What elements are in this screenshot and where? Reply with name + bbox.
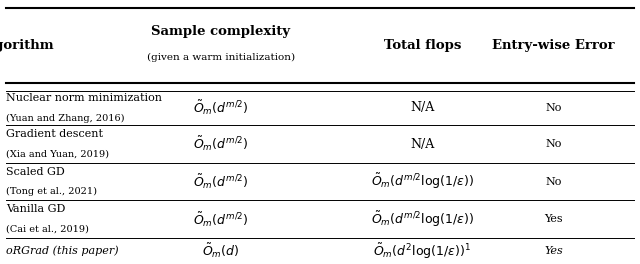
Text: oRGrad (this paper): oRGrad (this paper) [6, 246, 119, 256]
Text: Yes: Yes [544, 214, 563, 224]
Text: (Cai et al., 2019): (Cai et al., 2019) [6, 225, 89, 234]
Text: $\tilde{O}_m(d^{m/2})$: $\tilde{O}_m(d^{m/2})$ [193, 135, 248, 153]
Text: Nuclear norm minimization: Nuclear norm minimization [6, 93, 163, 103]
Text: $\tilde{O}_m(d^{m/2})$: $\tilde{O}_m(d^{m/2})$ [193, 99, 248, 117]
Text: $\tilde{O}_m(d)$: $\tilde{O}_m(d)$ [202, 242, 239, 260]
Text: $\tilde{O}_m(d^{m/2}\log(1/\epsilon))$: $\tilde{O}_m(d^{m/2}\log(1/\epsilon))$ [371, 172, 474, 191]
Text: No: No [545, 103, 562, 113]
Text: $\tilde{O}_m(d^{m/2})$: $\tilde{O}_m(d^{m/2})$ [193, 172, 248, 191]
Text: $\tilde{O}_m(d^{2}\log(1/\epsilon))^{1}$: $\tilde{O}_m(d^{2}\log(1/\epsilon))^{1}$ [373, 241, 472, 261]
Text: $\tilde{O}_m(d^{m/2}\log(1/\epsilon))$: $\tilde{O}_m(d^{m/2}\log(1/\epsilon))$ [371, 210, 474, 229]
Text: (Tong et al., 2021): (Tong et al., 2021) [6, 187, 97, 196]
Text: $\tilde{O}_m(d^{m/2})$: $\tilde{O}_m(d^{m/2})$ [193, 210, 248, 229]
Text: Algorithm: Algorithm [0, 39, 53, 52]
Text: N/A: N/A [410, 101, 435, 115]
Text: (Yuan and Zhang, 2016): (Yuan and Zhang, 2016) [6, 114, 125, 122]
Text: No: No [545, 139, 562, 149]
Text: Sample complexity: Sample complexity [151, 25, 291, 37]
Text: (given a warm initialization): (given a warm initialization) [147, 53, 295, 62]
Text: (Xia and Yuan, 2019): (Xia and Yuan, 2019) [6, 150, 109, 159]
Text: Vanilla GD: Vanilla GD [6, 204, 66, 214]
Text: Gradient descent: Gradient descent [6, 129, 104, 139]
Text: Yes: Yes [544, 246, 563, 256]
Text: No: No [545, 177, 562, 187]
Text: Total flops: Total flops [384, 39, 461, 52]
Text: Entry-wise Error: Entry-wise Error [492, 39, 615, 52]
Text: Scaled GD: Scaled GD [6, 167, 65, 177]
Text: N/A: N/A [410, 138, 435, 151]
